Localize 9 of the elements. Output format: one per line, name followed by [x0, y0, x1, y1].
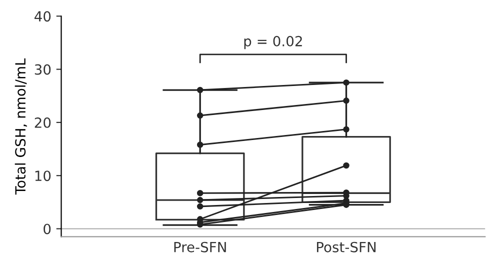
y-tick-label: 0: [44, 224, 51, 234]
y-tick-label: 10: [35, 170, 51, 182]
y-tick-label: 40: [34, 11, 51, 22]
y-tick-label: 20: [34, 117, 51, 128]
annotation: p = 0.02: [244, 36, 302, 50]
x-tick-label: Pre-SFN: [174, 242, 226, 252]
x-tick-label: Post-SFN: [316, 242, 376, 252]
y-tick-label: 30: [34, 64, 51, 75]
y-axis-title: Total GSH, nmol/mL: [14, 58, 28, 195]
